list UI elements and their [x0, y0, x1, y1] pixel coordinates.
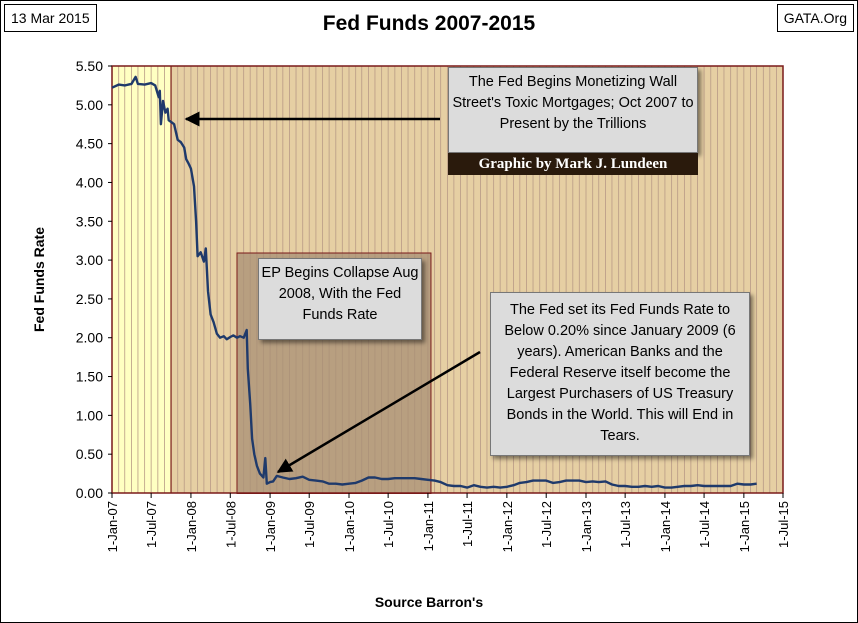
pre-monetizing-region — [112, 66, 172, 493]
y-tick-label: 2.50 — [76, 291, 103, 307]
x-tick-label: 1-Jan-11 — [421, 501, 436, 551]
x-tick-label: 1-Jan-08 — [184, 501, 199, 552]
y-tick-label: 5.50 — [76, 58, 103, 74]
y-tick-label: 3.00 — [76, 252, 103, 268]
date-label: 13 Mar 2015 — [4, 4, 97, 32]
x-axis-title: Source Barron's — [374, 594, 484, 610]
x-tick-label: 1-Jul-13 — [618, 501, 633, 548]
y-tick-label: 4.00 — [76, 174, 103, 190]
source-site-label: GATA.Org — [776, 4, 854, 32]
annotation-below-020: The Fed set its Fed Funds Rate to Below … — [490, 292, 750, 456]
x-tick-label: 1-Jul-08 — [223, 501, 238, 548]
y-tick-label: 3.50 — [76, 213, 103, 229]
x-tick-label: 1-Jul-12 — [539, 501, 554, 548]
x-tick-label: 1-Jan-13 — [579, 501, 594, 552]
y-tick-label: 2.00 — [76, 330, 103, 346]
x-tick-label: 1-Jan-10 — [342, 501, 357, 552]
chart-title: Fed Funds 2007-2015 — [322, 12, 536, 35]
y-tick-label: 0.00 — [76, 485, 103, 501]
annotation-ep-collapse: EP Begins Collapse Aug 2008, With the Fe… — [258, 258, 422, 340]
y-tick-label: 5.00 — [76, 97, 103, 113]
x-tick-label: 1-Jul-10 — [381, 501, 396, 548]
x-tick-label: 1-Jan-14 — [658, 501, 673, 552]
x-tick-label: 1-Jul-07 — [144, 501, 159, 548]
x-tick-label: 1-Jul-11 — [460, 501, 475, 547]
annotation-monetizing: The Fed Begins Monetizing Wall Street's … — [448, 67, 698, 153]
x-tick-label: 1-Jan-15 — [737, 501, 752, 552]
x-tick-label: 1-Jan-09 — [263, 501, 278, 552]
x-tick-label: 1-Jul-15 — [776, 501, 791, 548]
credit-label: Graphic by Mark J. Lundeen — [448, 153, 698, 175]
y-tick-label: 4.50 — [76, 136, 103, 152]
fed-funds-series-line — [111, 75, 757, 489]
x-tick-label: 1-Jan-07 — [105, 501, 120, 552]
plot-border — [111, 65, 784, 494]
x-tick-label: 1-Jul-09 — [302, 501, 317, 548]
y-tick-label: 0.50 — [76, 446, 103, 462]
y-tick-label: 1.50 — [76, 369, 103, 385]
x-tick-label: 1-Jan-12 — [500, 501, 515, 552]
x-tick-label: 1-Jul-14 — [697, 501, 712, 548]
y-tick-label: 1.00 — [76, 407, 103, 423]
y-axis-title: Fed Funds Rate — [31, 227, 47, 332]
arrow-below-020 — [276, 350, 481, 474]
